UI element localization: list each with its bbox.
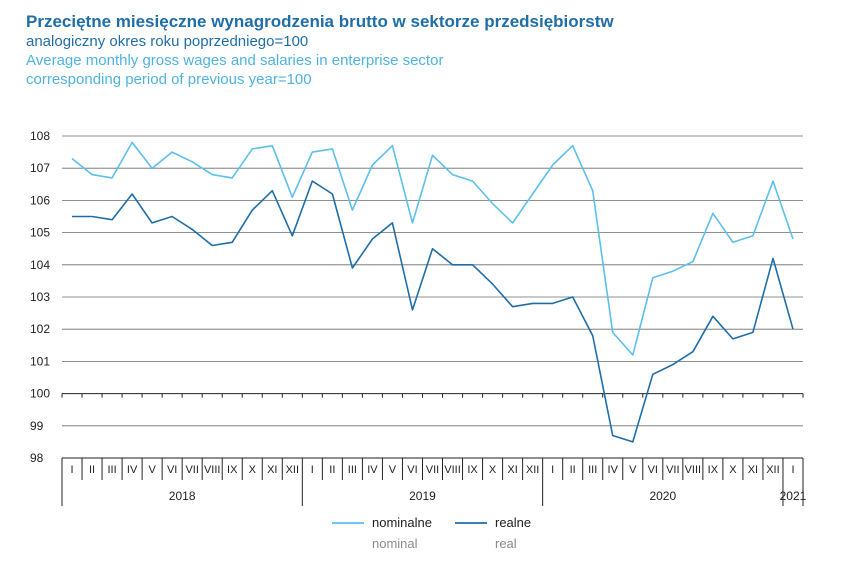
x-tick-label: I: [791, 464, 794, 476]
y-tick-label: 99: [30, 419, 44, 433]
x-tick-label: II: [570, 464, 576, 476]
year-label: 2021: [780, 489, 807, 503]
x-tick-label: V: [148, 464, 156, 476]
x-tick-label: XI: [507, 464, 517, 476]
x-tick-label: VII: [666, 464, 679, 476]
x-tick-label: VIII: [204, 464, 221, 476]
x-tick-label: III: [588, 464, 597, 476]
y-tick-label: 100: [30, 387, 50, 401]
year-label: 2019: [409, 489, 436, 503]
legend-label-realne: realne: [495, 515, 531, 530]
x-tick-label: IX: [467, 464, 478, 476]
chart-title-en: Average monthly gross wages and salaries…: [26, 52, 444, 69]
series-lines: [71, 141, 794, 443]
y-tick-label: 107: [30, 161, 50, 175]
chart-subtitle-en: corresponding period of previous year=10…: [26, 71, 312, 88]
y-tick-label: 102: [30, 322, 50, 336]
x-tick-label: X: [249, 464, 257, 476]
year-label: 2018: [169, 489, 196, 503]
x-tick-label: IX: [708, 464, 719, 476]
x-tick-label: III: [107, 464, 116, 476]
y-tick-label: 104: [30, 258, 50, 272]
year-label: 2020: [649, 489, 676, 503]
y-tick-label: 101: [30, 354, 50, 368]
x-tick-label: VI: [648, 464, 658, 476]
x-tick-label: VIII: [685, 464, 702, 476]
x-tick-label: XII: [526, 464, 539, 476]
y-tick-label: 98: [30, 451, 44, 465]
legend-label-nominalne: nominalne: [372, 515, 432, 530]
x-tick-label: VII: [185, 464, 198, 476]
x-tick-label: IV: [127, 464, 138, 476]
chart-title: Przeciętne miesięczne wynagrodzenia brut…: [26, 12, 614, 31]
series-line-realne: [72, 180, 794, 443]
x-tick-label: II: [89, 464, 95, 476]
legend: nominalne nominal realne real: [332, 515, 531, 551]
y-axis: 98 99 100 101 102 103 104 105 106 107 108: [30, 129, 50, 465]
x-tick-label: I: [311, 464, 314, 476]
x-tick-label: XII: [286, 464, 299, 476]
chart-subtitle-pl: analogiczny okres roku poprzedniego=100: [26, 33, 309, 50]
x-tick-label: VII: [426, 464, 439, 476]
x-tick-label: X: [729, 464, 737, 476]
x-tick-label: V: [629, 464, 637, 476]
x-tick-label: IX: [227, 464, 238, 476]
y-tick-label: 105: [30, 226, 50, 240]
x-tick-label: XI: [267, 464, 277, 476]
x-tick-label: I: [70, 464, 73, 476]
x-tick-label: XI: [748, 464, 758, 476]
x-tick-label: V: [389, 464, 397, 476]
x-tick-label: IV: [608, 464, 619, 476]
x-axis: I II III IV V VI VII VIII IX X XI XII I II III IV V VI VII…: [61, 457, 807, 506]
gridlines: [61, 135, 804, 459]
x-tick-label: I: [551, 464, 554, 476]
x-tick-label: VI: [167, 464, 177, 476]
legend-label-en-nominal: nominal: [372, 536, 418, 551]
series-line-nominalne: [71, 141, 794, 356]
y-tick-label: 108: [30, 129, 50, 143]
x-tick-label: VI: [407, 464, 417, 476]
x-tick-label: XII: [766, 464, 779, 476]
x-tick-label: III: [348, 464, 357, 476]
x-tick-label: X: [489, 464, 497, 476]
x-tick-label: VIII: [444, 464, 461, 476]
chart-titles: Przeciętne miesięczne wynagrodzenia brut…: [26, 12, 614, 89]
y-tick-label: 106: [30, 193, 50, 207]
y-tick-label: 103: [30, 290, 50, 304]
legend-label-en-real: real: [495, 536, 517, 551]
x-tick-label: IV: [367, 464, 378, 476]
x-tick-label: II: [329, 464, 335, 476]
